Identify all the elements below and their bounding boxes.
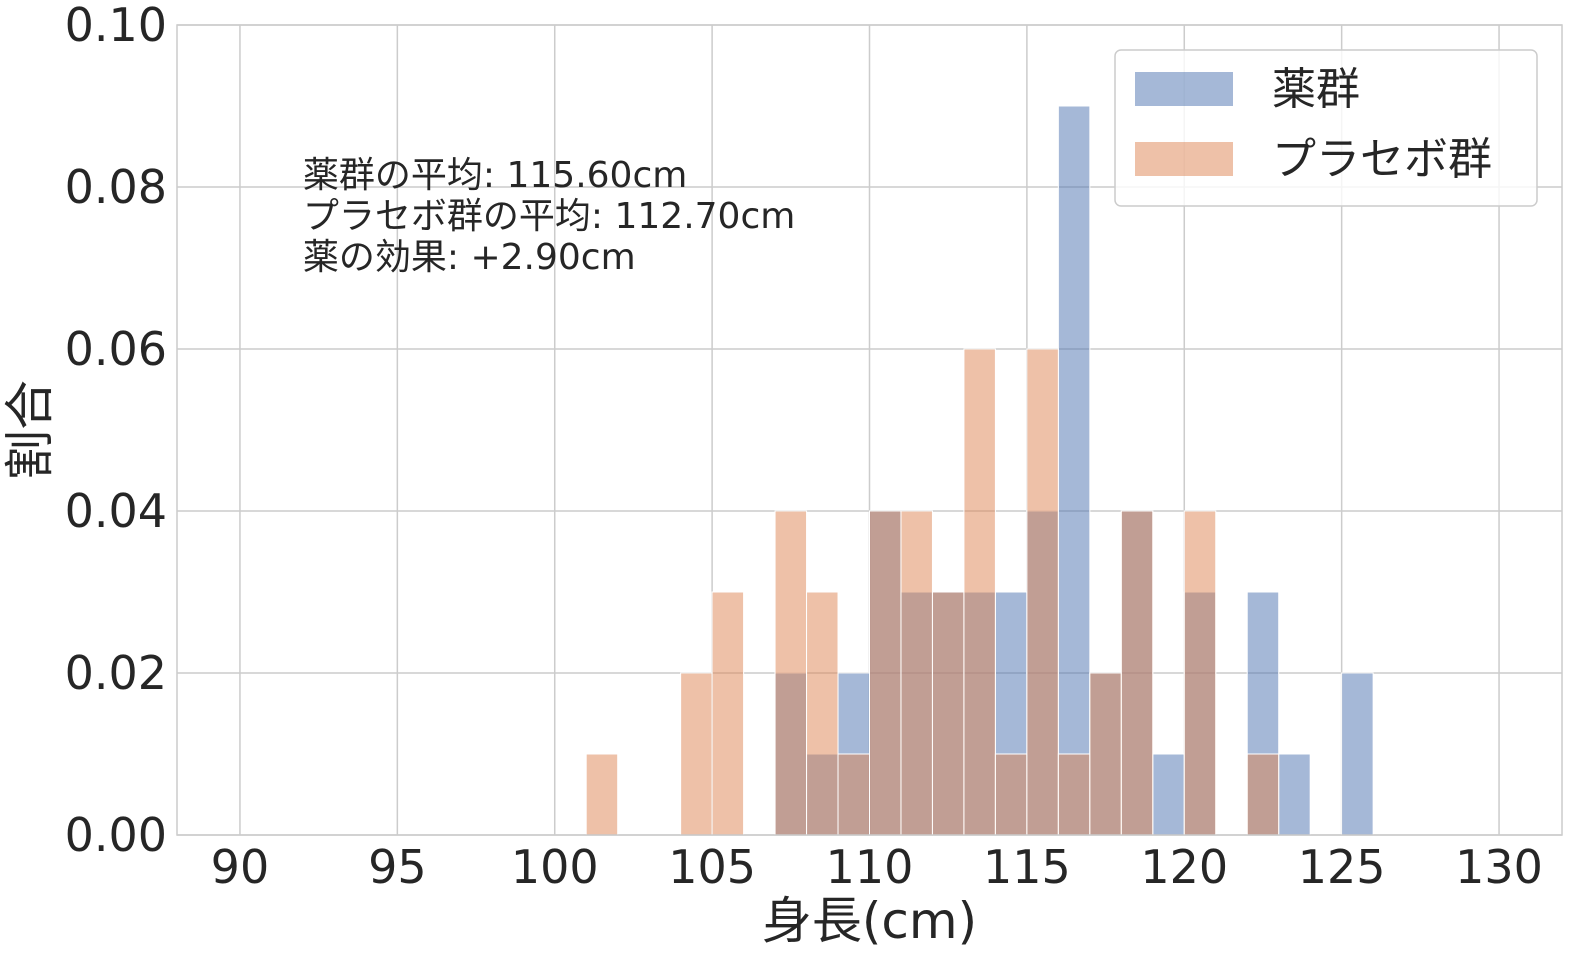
tick-labels: 90 95 100 105 110 115 120 125 130 0.00 0.02 0.04 0.0… [65,0,1543,894]
bar-placebo-107 [774,510,808,836]
y-tick-label: 0.00 [65,808,167,862]
x-tick-label: 110 [826,840,914,894]
x-tick-label: 105 [668,840,756,894]
bar-placebo-116 [1057,753,1091,836]
stats-annotation: 薬群の平均: 115.60cm プラセボ群の平均: 112.70cm 薬の効果:… [303,155,795,278]
bar-placebo-111 [900,510,933,836]
x-tick-label: 95 [368,840,427,894]
x-tick-label: 115 [983,840,1071,894]
bar-placebo-101 [585,753,619,836]
plot-frame [176,24,1563,836]
bar-drug-123 [1278,753,1311,836]
bar-placebo-110 [869,510,902,836]
y-tick-label: 0.06 [65,322,167,376]
x-tick-label: 130 [1455,840,1543,894]
bar-drug-125 [1341,672,1374,836]
x-tick-label: 125 [1298,840,1386,894]
annotation-effect: 薬の効果: +2.90cm [303,237,636,278]
y-tick-label: 0.08 [65,160,167,214]
bar-placebo-117 [1089,672,1122,836]
legend: 薬群 プラセボ群 [1114,49,1538,207]
histogram-bars [585,105,1374,836]
bar-placebo-108 [806,591,839,836]
bar-placebo-120 [1183,510,1217,836]
bar-placebo-112 [931,591,965,836]
bar-placebo-113 [963,348,996,836]
y-axis-label: 割合 [1,380,59,480]
legend-swatch-drug [1135,72,1233,106]
y-tick-label: 0.04 [65,484,167,538]
legend-label-placebo: プラセボ群 [1272,134,1492,185]
y-tick-label: 0.10 [65,0,167,52]
x-tick-label: 100 [511,840,599,894]
x-tick-label: 90 [211,840,270,894]
bar-drug-119 [1152,753,1185,836]
legend-swatch-placebo [1135,142,1233,176]
bar-placebo-104 [680,672,713,836]
bar-placebo-109 [837,753,870,836]
bar-placebo-115 [1026,348,1059,836]
bar-placebo-118 [1120,510,1154,836]
bar-placebo-122 [1246,753,1280,836]
x-tick-label: 120 [1140,840,1228,894]
legend-label-drug: 薬群 [1272,64,1360,115]
y-tick-label: 0.02 [65,646,167,700]
bar-placebo-114 [994,753,1028,836]
annotation-drug-mean: 薬群の平均: 115.60cm [303,155,687,196]
bar-drug-116 [1057,105,1091,836]
bar-placebo-105 [711,591,745,836]
x-axis-label: 身長(cm) [762,892,977,950]
annotation-placebo-mean: プラセボ群の平均: 112.70cm [303,196,795,237]
